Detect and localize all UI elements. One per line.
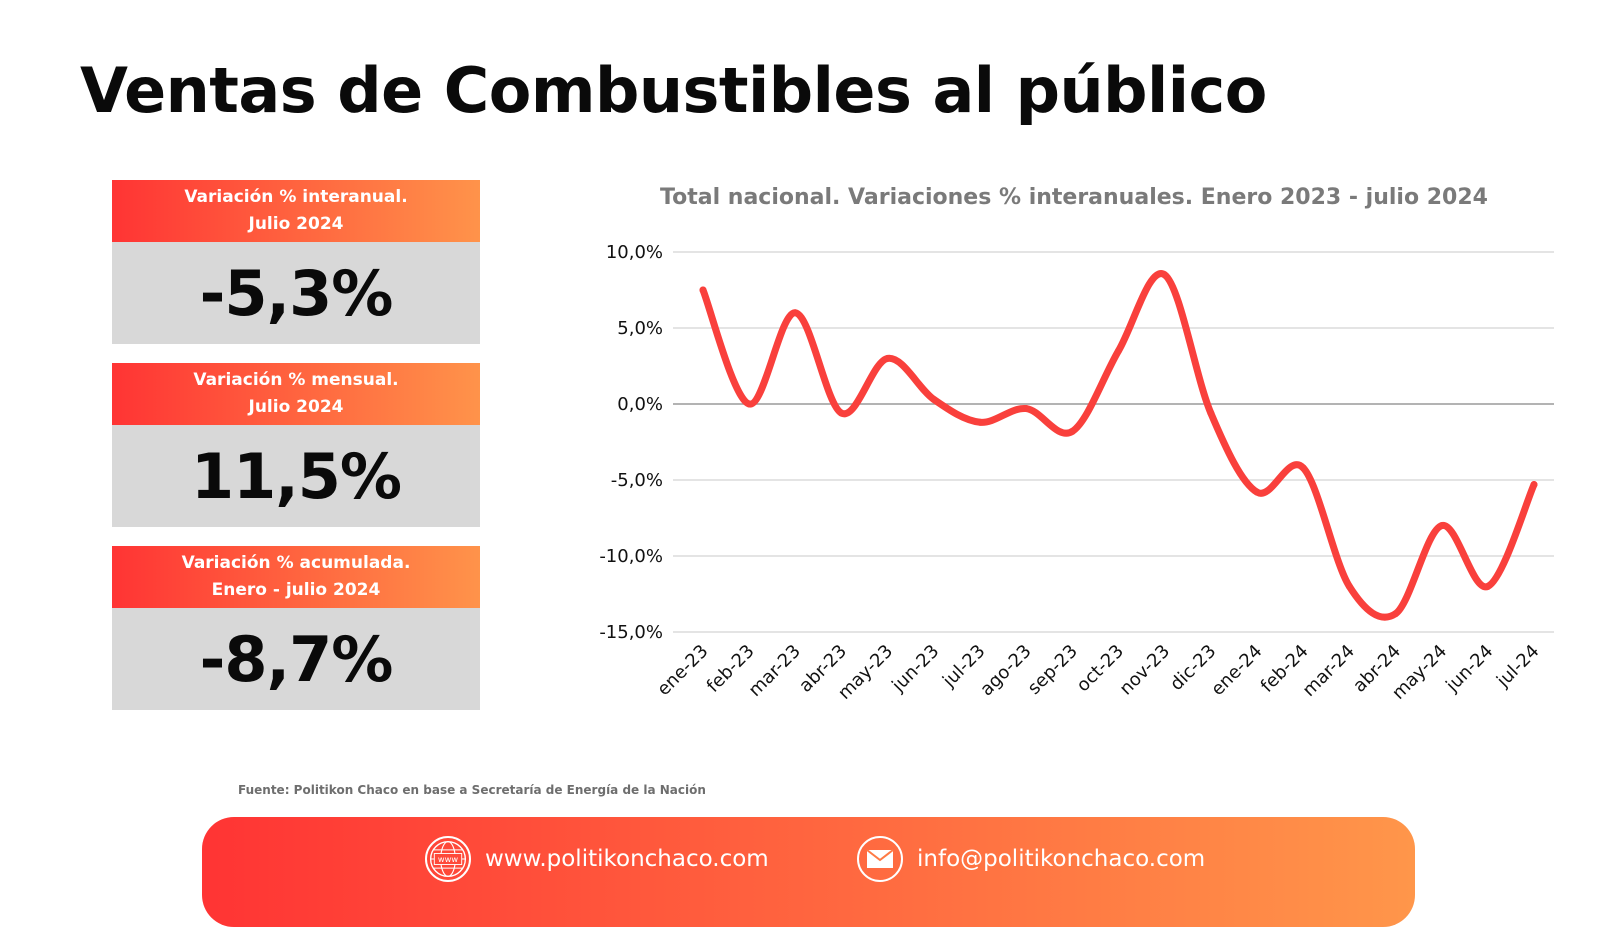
stat-value: 11,5%: [112, 425, 480, 527]
data-point: [699, 286, 707, 294]
data-point: [1484, 582, 1492, 590]
data-point: [1392, 610, 1399, 618]
x-tick-label: ene-23: [653, 641, 712, 700]
mail-icon: [857, 836, 903, 882]
y-tick-label: 10,0%: [606, 242, 663, 263]
globe-icon-label: www: [438, 854, 458, 864]
x-tick-label: jul-24: [1492, 641, 1543, 692]
line-chart: Total nacional. Variaciones % interanual…: [599, 185, 1554, 704]
series-line: [699, 270, 1538, 621]
stat-value: -5,3%: [112, 242, 480, 344]
data-point: [1207, 409, 1215, 417]
x-tick-label: sep-23: [1024, 641, 1082, 699]
stat-card-header: Variación % acumulada. Enero - julio 202…: [112, 546, 480, 608]
data-point: [1299, 464, 1307, 472]
data-point: [884, 354, 892, 362]
stat-label-line1: Variación % acumulada.: [181, 553, 411, 573]
stat-label-line2: Enero - julio 2024: [211, 580, 381, 600]
data-point: [1115, 347, 1122, 355]
x-tick-label: jun-23: [887, 641, 943, 697]
globe-icon: www: [425, 836, 471, 882]
stat-value: -8,7%: [112, 608, 480, 710]
x-tick-label: ene-24: [1207, 641, 1266, 700]
footer-email[interactable]: info@politikonchaco.com: [857, 832, 1205, 886]
stat-card-header: Variación % interanual. Julio 2024: [112, 180, 480, 242]
page-title: Ventas de Combustibles al público: [80, 54, 1267, 127]
x-tick-label: nov-23: [1116, 641, 1175, 700]
data-point: [1438, 522, 1446, 530]
source-note: Fuente: Politikon Chaco en base a Secret…: [238, 783, 706, 797]
data-point: [976, 418, 984, 426]
data-point: [745, 400, 753, 408]
data-point: [1253, 488, 1261, 496]
stat-label-line1: Variación % mensual.: [193, 370, 399, 390]
website-link[interactable]: www.politikonchaco.com: [485, 846, 769, 872]
footer-bar: [202, 817, 1415, 927]
stat-label-line2: Julio 2024: [248, 397, 344, 417]
footer-website[interactable]: www www.politikonchaco.com: [425, 832, 769, 886]
y-tick-label: -15,0%: [599, 622, 663, 643]
data-point: [930, 395, 938, 403]
x-tick-label: mar-23: [745, 641, 805, 701]
data-point: [1161, 271, 1169, 279]
stat-label-line2: Julio 2024: [248, 214, 344, 234]
x-tick-label: ago-23: [976, 641, 1036, 701]
y-tick-label: 5,0%: [617, 318, 663, 339]
stat-card-header: Variación % mensual. Julio 2024: [112, 363, 480, 425]
stat-card-interanual: Variación % interanual. Julio 2024 -5,3%: [112, 180, 480, 344]
y-tick-label: -5,0%: [611, 470, 663, 491]
x-tick-label: mar-24: [1299, 641, 1359, 701]
data-point: [1022, 405, 1030, 413]
data-point: [791, 309, 799, 317]
x-tick-label: jun-24: [1441, 641, 1497, 697]
data-point: [1068, 427, 1076, 435]
email-link[interactable]: info@politikonchaco.com: [917, 846, 1206, 872]
chart-title: Total nacional. Variaciones % interanual…: [660, 185, 1488, 210]
y-tick-label: -10,0%: [599, 546, 663, 567]
data-point: [1530, 481, 1538, 489]
stat-card-acumulada: Variación % acumulada. Enero - julio 202…: [112, 546, 480, 710]
stat-card-mensual: Variación % mensual. Julio 2024 11,5%: [112, 363, 480, 527]
data-point: [1345, 582, 1353, 590]
stat-label-line1: Variación % interanual.: [184, 187, 408, 207]
data-point: [838, 409, 845, 417]
y-tick-label: 0,0%: [617, 394, 663, 415]
